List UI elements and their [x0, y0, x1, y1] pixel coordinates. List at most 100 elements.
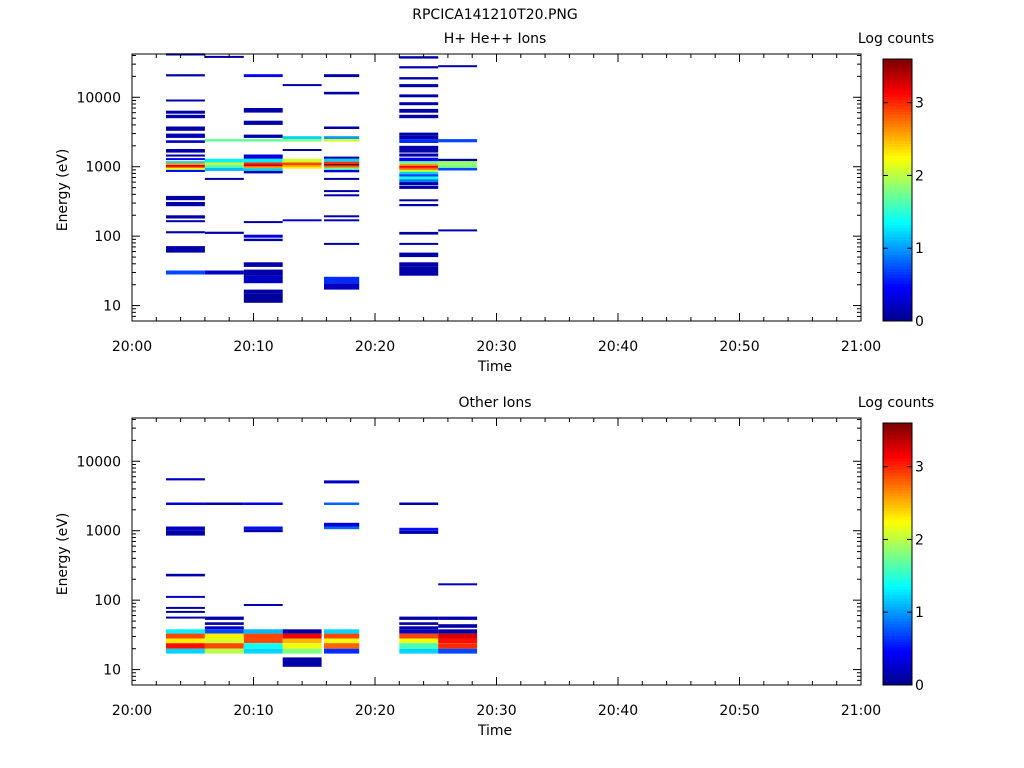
colorbar-segment — [883, 221, 912, 226]
heatmap-cell — [399, 172, 439, 175]
colorbar-segment — [883, 233, 912, 238]
colorbar-segment — [883, 486, 912, 491]
colorbar-segment — [883, 649, 912, 654]
colorbar-segment — [883, 81, 912, 86]
heatmap-cell — [243, 269, 283, 276]
heatmap-cell — [438, 643, 478, 649]
heatmap-cell — [243, 289, 283, 294]
heatmap-cell — [399, 77, 439, 80]
colorbar-segment — [883, 521, 912, 526]
colorbar-segment — [883, 553, 912, 558]
colorbar-segment — [883, 154, 912, 159]
heatmap-cell — [204, 643, 244, 649]
heatmap-cell — [243, 74, 283, 78]
colorbar-segment — [883, 643, 912, 648]
colorbar-segment — [883, 579, 912, 584]
colorbar-segment — [883, 460, 912, 465]
heatmap-cell — [166, 638, 205, 644]
colorbar-segment — [883, 195, 912, 200]
heatmap-cell — [204, 55, 244, 58]
colorbar-segment — [883, 172, 912, 176]
heatmap-cell — [282, 136, 322, 140]
colorbar-segment — [883, 439, 912, 444]
colorbar-segment — [883, 457, 912, 462]
heatmap-cell — [399, 174, 439, 177]
colorbar-segment — [883, 474, 912, 479]
colorbar-segment — [883, 646, 912, 651]
colorbar-segment — [883, 518, 912, 523]
colorbar-segment — [883, 256, 912, 261]
colorbar-segment — [883, 137, 912, 142]
heatmap-cell — [282, 643, 322, 649]
x-tick-label: 20:00 — [112, 339, 152, 355]
heatmap-cell — [399, 139, 439, 143]
heatmap-cell — [243, 629, 283, 634]
heatmap-cell — [324, 74, 360, 78]
heatmap-cell — [399, 56, 439, 59]
heatmap-cell — [243, 275, 283, 284]
colorbar-segment — [883, 675, 912, 680]
colorbar-segment — [883, 492, 912, 497]
colorbar-segment — [883, 550, 912, 555]
heatmap-cell — [399, 102, 439, 106]
colorbar-segment — [883, 495, 912, 500]
heatmap-cell — [324, 522, 360, 527]
heatmap-cell — [399, 242, 439, 245]
x-tick-label: 20:10 — [233, 339, 273, 355]
heatmap-cell — [399, 638, 439, 644]
heatmap-cell — [204, 167, 244, 171]
colorbar-segment — [883, 431, 912, 436]
heatmap-cell — [166, 573, 205, 577]
heatmap-cell — [204, 633, 244, 639]
heatmap-cell — [204, 622, 244, 625]
heatmap-cell — [166, 202, 205, 207]
heatmap-cell — [438, 158, 478, 162]
colorbar-segment — [883, 428, 912, 433]
colorbar-segment — [883, 247, 912, 252]
colorbar-segment — [883, 259, 912, 264]
heatmap-cell — [399, 149, 439, 153]
heatmap-cell — [399, 163, 439, 166]
colorbar-segment — [883, 279, 912, 284]
heatmap-cell — [243, 158, 283, 163]
colorbar-segment — [883, 655, 912, 660]
colorbar-segment — [883, 469, 912, 473]
heatmap-cell — [166, 133, 205, 138]
colorbar-segment — [883, 544, 912, 549]
heatmap-cell — [324, 219, 360, 222]
x-axis: 20:00 20:10 20:20 20:30 20:40 20:50 21:00 — [112, 54, 881, 355]
colorbar-segment — [883, 250, 912, 255]
colorbar-frame — [882, 58, 913, 322]
heatmap-cell — [204, 270, 244, 275]
heatmap-cell — [243, 154, 283, 159]
colorbar-segment — [883, 151, 912, 156]
colorbar-segment — [883, 215, 912, 220]
colorbar-segment — [883, 617, 912, 622]
heatmap-cell — [438, 229, 478, 232]
colorbar-segment — [883, 667, 912, 671]
x-axis-label: Time — [477, 359, 512, 375]
heatmap-cell — [204, 158, 244, 163]
colorbar-tick-label: 3 — [915, 460, 924, 476]
heatmap-cell — [166, 74, 205, 77]
colorbar-segment — [883, 466, 912, 471]
colorbar-segment — [883, 597, 912, 602]
heatmap-cell — [399, 108, 439, 113]
heatmap-cell — [399, 167, 439, 170]
colorbar-segment — [883, 107, 912, 112]
colorbar-segment — [883, 303, 912, 307]
heatmap-cell — [399, 132, 439, 136]
heatmap-cell — [166, 126, 205, 131]
colorbar-segment — [883, 536, 912, 540]
colorbar-segment — [883, 591, 912, 596]
heatmap-cell — [399, 176, 439, 180]
x-tick-label: 20:50 — [719, 703, 759, 719]
colorbar-segment — [883, 658, 912, 663]
colorbar-segment — [883, 288, 912, 293]
heatmap-cell — [282, 162, 322, 165]
colorbar-segment — [883, 189, 912, 194]
heatmap-cell — [166, 231, 205, 234]
heatmap-cell — [438, 616, 478, 620]
colorbar-segment — [883, 128, 912, 133]
heatmap-cell — [243, 162, 283, 165]
